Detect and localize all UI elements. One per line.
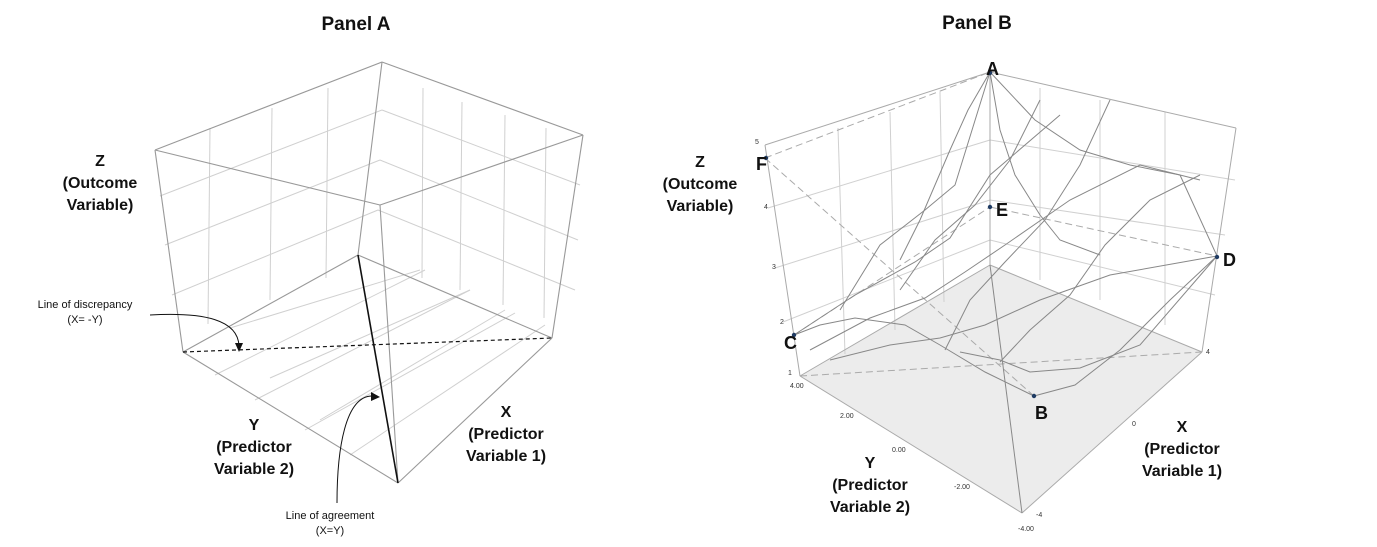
panel-a-gridlines <box>159 87 581 456</box>
line-of-agreement <box>357 254 399 484</box>
y-tick-2: 2.00 <box>840 413 854 420</box>
z-tick-1: 1 <box>788 370 792 377</box>
discrepancy-arrowhead <box>235 343 243 352</box>
panel-a-cube-edges <box>154 61 584 484</box>
panel-b-title: Panel B <box>942 13 1012 34</box>
z-tick-5: 5 <box>755 139 759 146</box>
panel-b-surface-mesh <box>793 71 1218 514</box>
panel-a-x-axis-label: X (Predictor Variable 1) <box>465 404 547 465</box>
z-tick-2: 2 <box>780 319 784 326</box>
agreement-arrow <box>336 395 374 504</box>
z-tick-4: 4 <box>764 204 768 211</box>
panel-a-z-axis-label: Z (Outcome Variable) <box>62 153 138 214</box>
panel-b-x-axis-label: X (Predictor Variable 1) <box>1141 419 1223 480</box>
y-tick-neg4: -4.00 <box>1018 526 1034 533</box>
panel-b-y-axis-label: Y (Predictor Variable 2) <box>829 455 911 516</box>
point-label-f: F <box>756 154 767 174</box>
y-tick-neg2: -2.00 <box>954 484 970 491</box>
point-label-c: C <box>784 333 797 353</box>
point-label-a: A <box>986 59 999 79</box>
panel-b-points <box>763 70 1220 399</box>
panel-a-y-axis-label: Y (Predictor Variable 2) <box>213 417 295 478</box>
discrepancy-arrow <box>149 313 240 347</box>
z-tick-3: 3 <box>772 264 776 271</box>
agreement-arrowhead <box>371 392 380 401</box>
panel-b-gridlines <box>767 88 1236 355</box>
x-tick-0: 0 <box>1132 421 1136 428</box>
y-tick-4: 4.00 <box>790 383 804 390</box>
point-label-e: E <box>996 200 1009 220</box>
panel-b-z-axis-label: Z (Outcome Variable) <box>662 154 738 215</box>
point-label-d: D <box>1223 250 1236 270</box>
line-of-discrepancy-label: Line of discrepancy (X= -Y) <box>37 299 133 326</box>
panel-a-title: Panel A <box>321 14 391 35</box>
panel-b-box-edges <box>764 71 1237 514</box>
x-tick-neg4: -4 <box>1036 512 1043 519</box>
point-label-b: B <box>1035 403 1048 423</box>
x-tick-4: 4 <box>1206 349 1210 356</box>
line-of-discrepancy <box>182 337 553 353</box>
y-tick-0: 0.00 <box>892 447 906 454</box>
line-of-agreement-label: Line of agreement (X=Y) <box>285 510 375 537</box>
panel-b-floor <box>800 265 1202 513</box>
